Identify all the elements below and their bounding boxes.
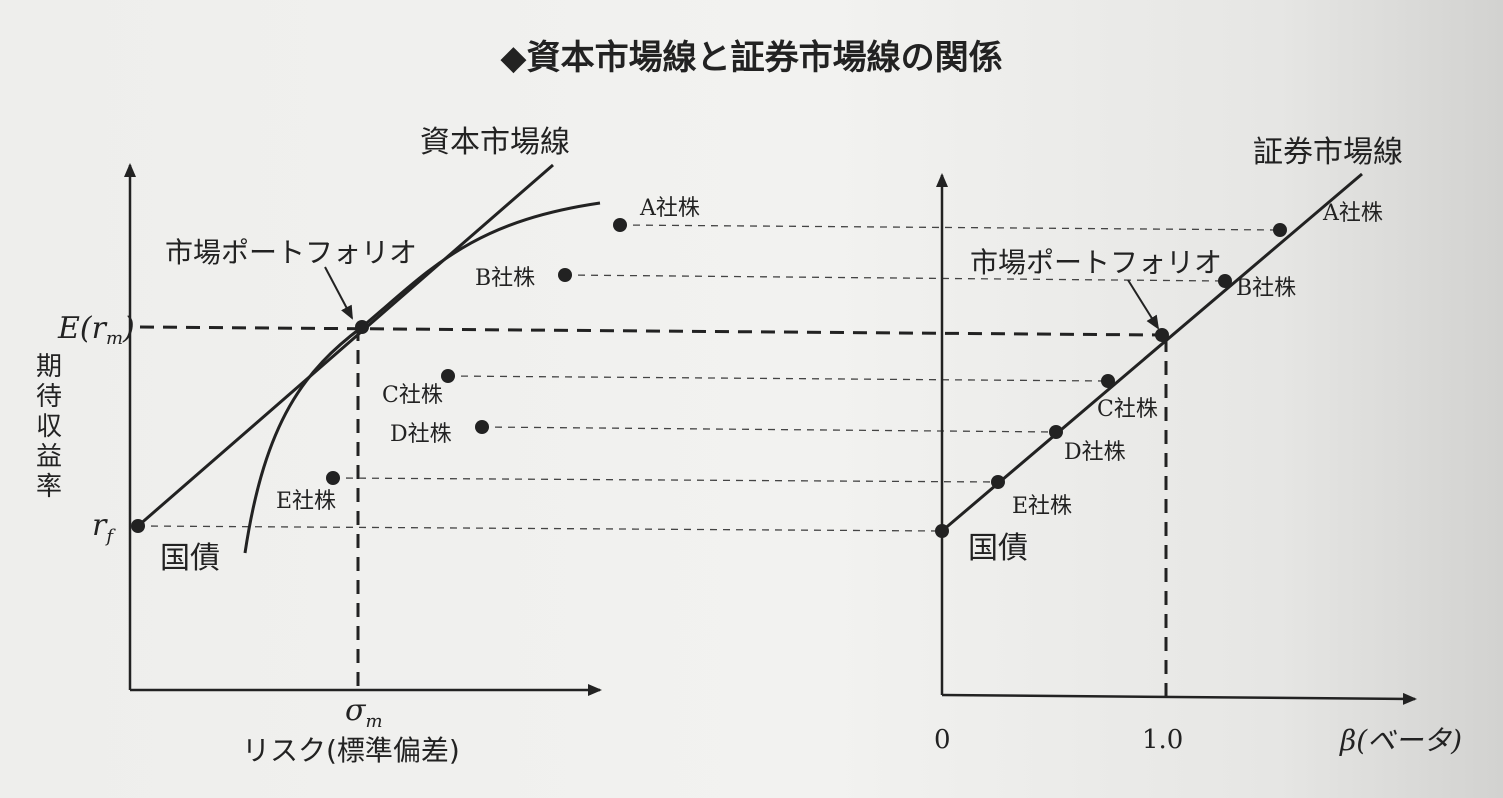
sml-label: 証券市場線	[1253, 135, 1403, 170]
rf-connector-line	[137, 525, 943, 532]
left-a-point	[613, 218, 627, 232]
right-market-portfolio-label: 市場ポートフォリオ	[970, 246, 1222, 279]
left-market-portfolio-label: 市場ポートフォリオ	[165, 236, 417, 269]
left-c-point	[441, 369, 455, 383]
left-b-point	[558, 268, 572, 282]
right-b-label: B社株	[1236, 276, 1296, 301]
em-dashed-line	[139, 325, 1161, 337]
d-connector-line	[481, 426, 1057, 433]
right-a-label: A社株	[1322, 201, 1383, 226]
c-connector-line	[447, 375, 1109, 382]
y-axis-label: 期 待 収 益 率	[36, 352, 62, 502]
x-tick-sigma: σm	[345, 693, 383, 732]
svg-text:待: 待	[36, 382, 62, 412]
left-rf-point	[131, 519, 145, 533]
left-b-label: B社株	[475, 266, 535, 291]
left-e-point	[326, 471, 340, 485]
left-market-portfolio-point	[355, 320, 369, 334]
left-c-label: C社株	[382, 383, 443, 408]
e-connector-line	[332, 477, 999, 483]
right-c-label: C社株	[1097, 397, 1158, 422]
a-connector-line	[619, 224, 1281, 231]
right-market-portfolio-point	[1155, 328, 1169, 342]
x-tick-one: 1.0	[1142, 725, 1183, 755]
right-rf-point	[935, 524, 949, 538]
right-e-label: E社株	[1012, 494, 1072, 519]
right-b-point	[1218, 274, 1232, 288]
right-d-label: D社株	[1064, 440, 1126, 465]
right-x-axis-label: β(ベータ)	[1339, 724, 1462, 757]
left-a-label: A社株	[639, 196, 700, 221]
right-e-point	[991, 475, 1005, 489]
right-a-point	[1273, 223, 1287, 237]
security-market-line	[941, 172, 1363, 533]
svg-text:率: 率	[36, 472, 62, 502]
left-e-label: E社株	[276, 489, 336, 514]
left-x-axis-label: リスク(標準偏差)	[242, 734, 460, 767]
b-connector-line	[564, 274, 1226, 282]
left-d-point	[475, 420, 489, 434]
left-bond-label: 国債	[160, 541, 220, 576]
right-d-point	[1049, 425, 1063, 439]
right-x-axis	[941, 692, 1417, 705]
x-tick-zero: 0	[934, 725, 951, 755]
right-market-portfolio-arrow	[1127, 279, 1160, 330]
capital-market-line	[137, 163, 554, 528]
y-tick-rf: rf	[92, 508, 116, 547]
svg-text:益: 益	[36, 442, 62, 472]
right-bond-label: 国債	[968, 531, 1028, 566]
page-title: ◆資本市場線と証券市場線の関係	[500, 38, 1003, 78]
right-c-point	[1101, 374, 1115, 388]
svg-text:期: 期	[36, 352, 62, 382]
left-d-label: D社株	[390, 422, 452, 447]
left-market-portfolio-arrow	[324, 266, 353, 320]
y-tick-em: E(rm)	[57, 311, 135, 349]
svg-text:収: 収	[36, 412, 62, 442]
cml-label: 資本市場線	[420, 125, 570, 160]
